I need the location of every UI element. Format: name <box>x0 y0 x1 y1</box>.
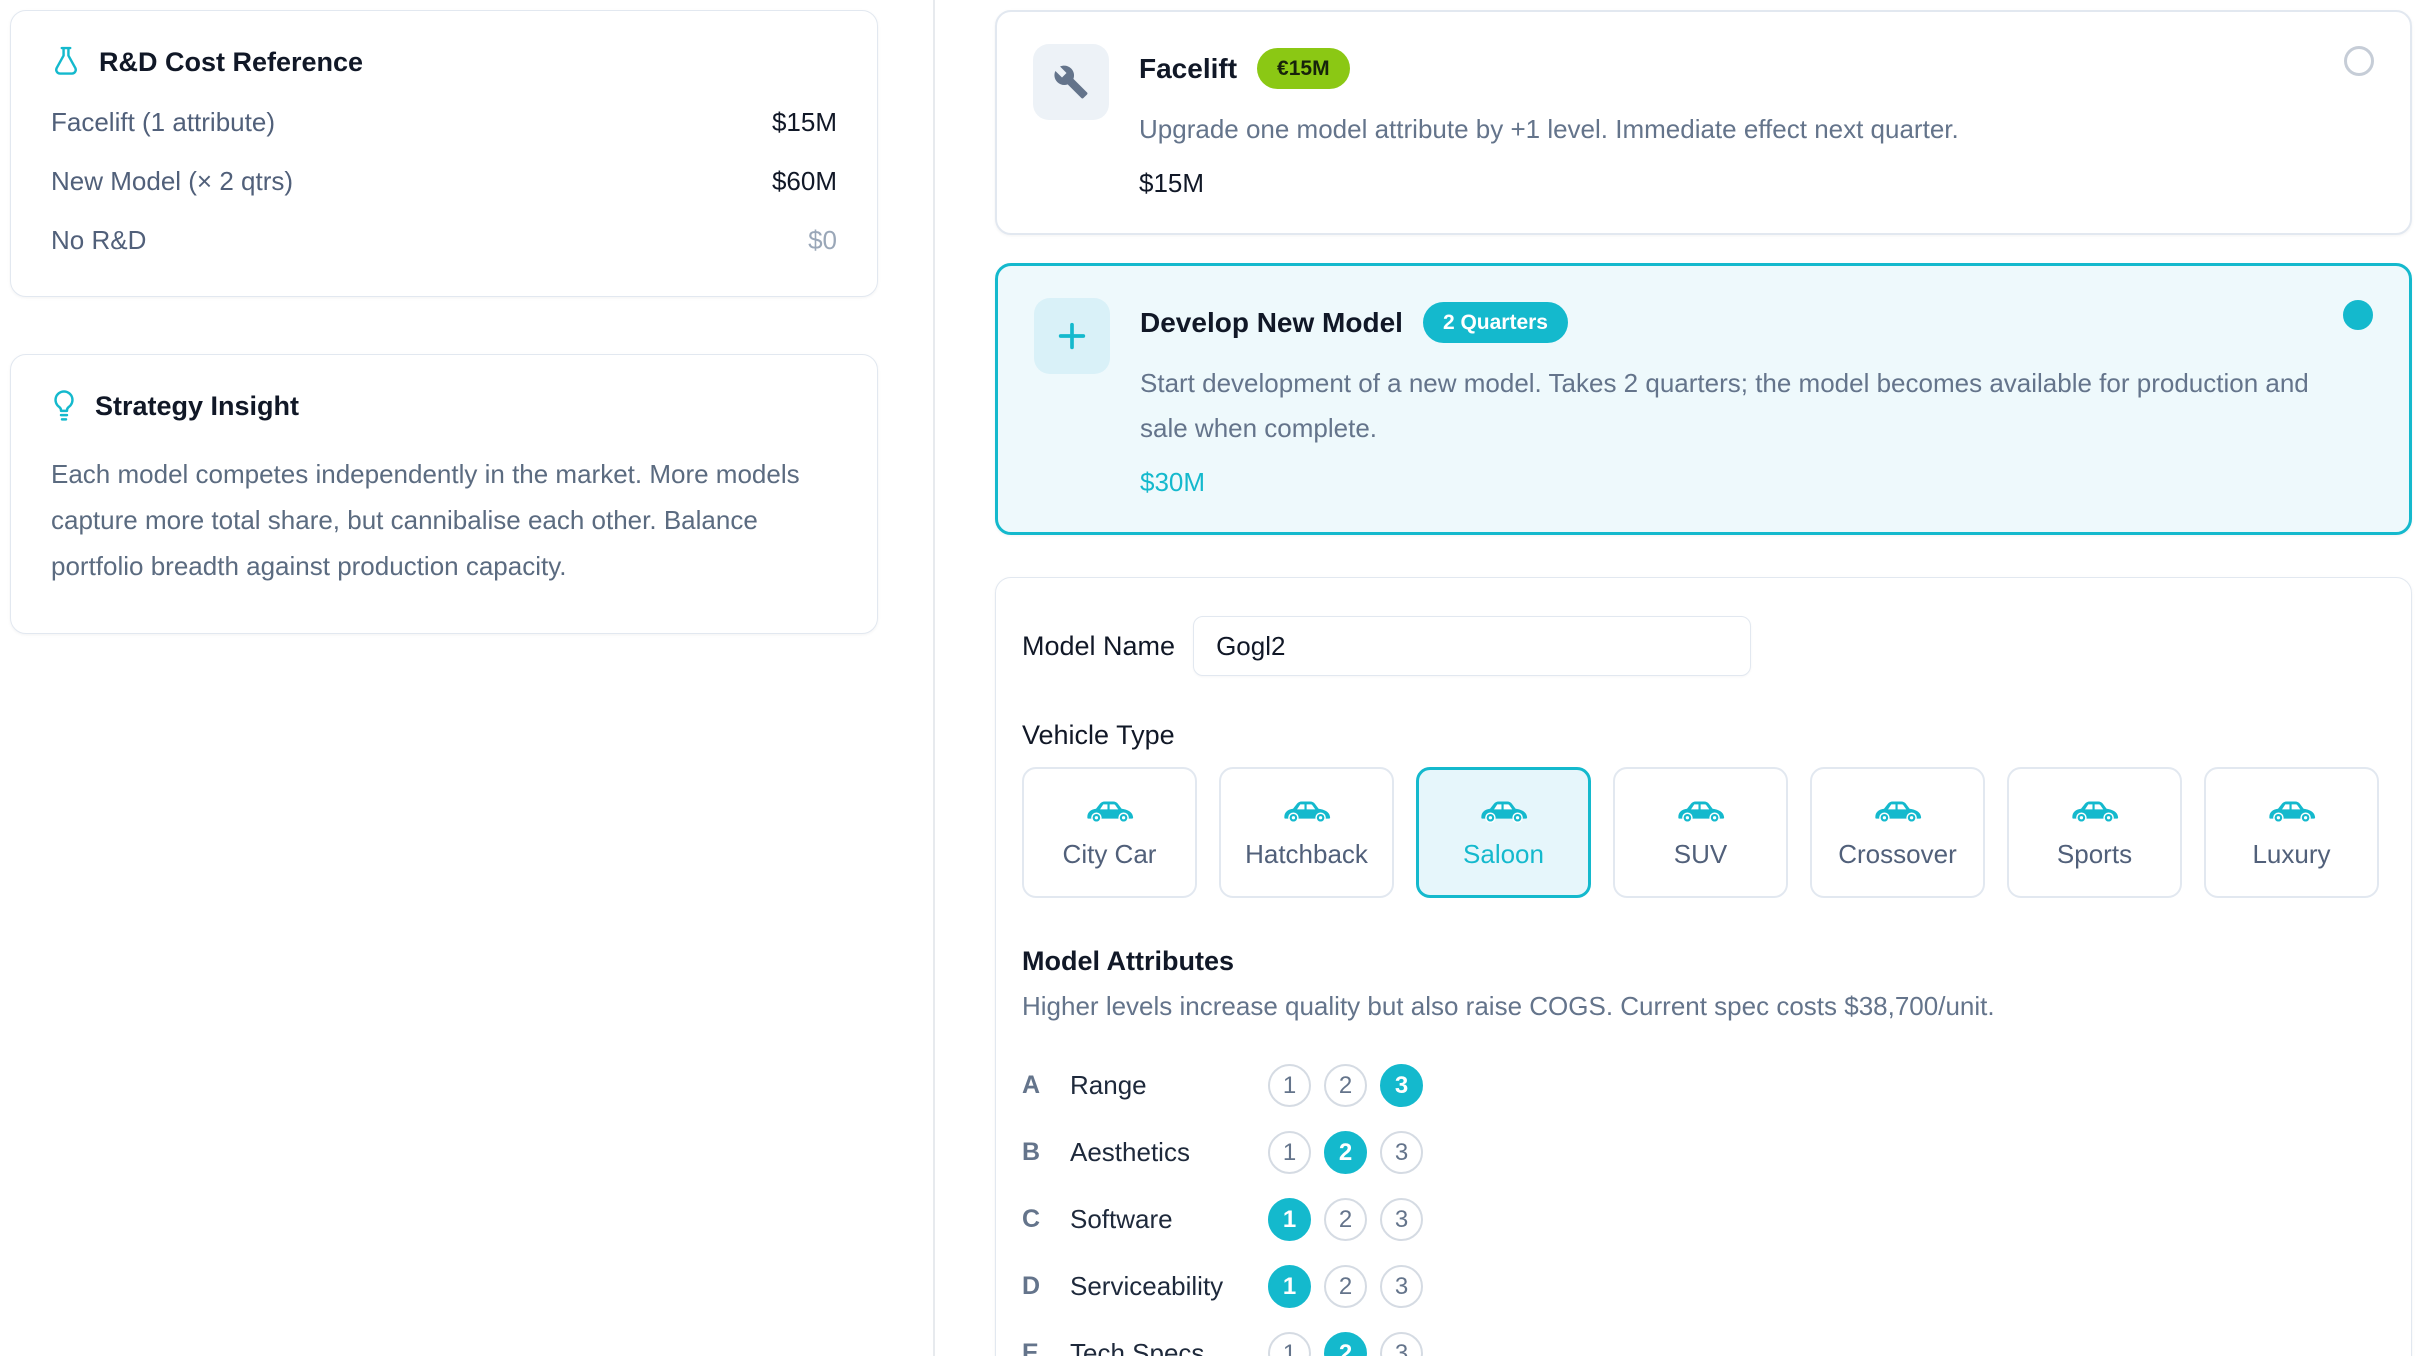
new-model-form-card: Model Name Vehicle Type City Car Hatchba… <box>995 577 2412 1356</box>
cost-row-value: $60M <box>771 166 837 196</box>
vehicle-type-label-text: Saloon <box>1463 838 1544 869</box>
attribute-label: Serviceability <box>1070 1271 1224 1302</box>
car-icon <box>1278 796 1336 825</box>
level-2-button[interactable]: 2 <box>1324 1332 1367 1356</box>
lightbulb-icon <box>54 390 74 421</box>
level-1-button[interactable]: 1 <box>1268 1131 1311 1175</box>
car-icon <box>1869 796 1927 825</box>
level-3-button[interactable]: 3 <box>1380 1131 1423 1175</box>
attribute-key: E <box>1022 1339 1039 1356</box>
insight-card-title: Strategy Insight <box>95 390 300 421</box>
attribute-row-tech-specs: E Tech Specs 1 2 3 <box>1022 1320 2385 1356</box>
option-card-develop-new-model[interactable]: Develop New Model 2 Quarters Start devel… <box>995 263 2412 536</box>
plus-icon <box>1034 298 1110 375</box>
option-cost: $15M <box>1139 168 1205 199</box>
wrench-icon <box>1033 44 1109 120</box>
vehicle-type-sports[interactable]: Sports <box>2007 767 2182 899</box>
level-2-button[interactable]: 2 <box>1324 1198 1367 1242</box>
level-3-button[interactable]: 3 <box>1380 1064 1423 1108</box>
vehicle-type-label-text: City Car <box>1062 838 1157 869</box>
attribute-rows: A Range 1 2 3 B Aesthetics 1 2 3 <box>1022 1052 2385 1356</box>
vehicle-type-crossover[interactable]: Crossover <box>1810 767 1985 899</box>
left-sidebar: R&D Cost Reference Facelift (1 attribute… <box>0 0 935 1356</box>
attribute-label: Aesthetics <box>1070 1137 1190 1168</box>
strategy-insight-card: Strategy Insight Each model competes ind… <box>10 354 878 634</box>
vehicle-type-label-text: SUV <box>1673 838 1728 869</box>
vehicle-type-label-text: Crossover <box>1838 838 1957 869</box>
attribute-row-range: A Range 1 2 3 <box>1022 1052 2385 1119</box>
attribute-key: D <box>1022 1272 1041 1301</box>
attribute-row-aesthetics: B Aesthetics 1 2 3 <box>1022 1119 2385 1186</box>
cost-row-facelift: Facelift (1 attribute) $15M <box>51 107 837 138</box>
attribute-label: Tech Specs <box>1070 1338 1205 1356</box>
cost-row-new-model: New Model (× 2 qtrs) $60M <box>51 166 837 197</box>
cost-row-value: $15M <box>771 107 837 137</box>
model-name-label: Model Name <box>1022 630 1176 661</box>
vehicle-type-city-car[interactable]: City Car <box>1022 767 1197 899</box>
vehicle-type-luxury[interactable]: Luxury <box>2204 767 2379 899</box>
rd-options-panel: Facelift €15M Upgrade one model attribut… <box>935 0 2424 1356</box>
cost-row-label: New Model (× 2 qtrs) <box>51 166 294 196</box>
level-1-button[interactable]: 1 <box>1268 1198 1311 1242</box>
cost-row-no-rd: No R&D $0 <box>51 225 837 256</box>
level-1-button[interactable]: 1 <box>1268 1064 1311 1108</box>
level-2-button[interactable]: 2 <box>1324 1131 1367 1175</box>
car-icon <box>2066 796 2124 825</box>
model-attributes-note: Higher levels increase quality but also … <box>1022 991 1995 1022</box>
rd-cost-reference-card: R&D Cost Reference Facelift (1 attribute… <box>10 10 878 297</box>
option-cost-badge: €15M <box>1257 48 1350 90</box>
option-title: Facelift <box>1139 52 1238 84</box>
level-3-button[interactable]: 3 <box>1380 1198 1423 1242</box>
level-2-button[interactable]: 2 <box>1324 1265 1367 1309</box>
option-description: Start development of a new model. Takes … <box>1140 368 2309 444</box>
vehicle-type-label-text: Sports <box>2056 838 2133 869</box>
attribute-label: Software <box>1070 1204 1173 1235</box>
option-duration-badge: 2 Quarters <box>1422 302 1568 344</box>
level-1-button[interactable]: 1 <box>1268 1332 1311 1356</box>
vehicle-type-label-text: Luxury <box>2252 838 2331 869</box>
cost-row-value: $0 <box>808 225 837 255</box>
option-cost: $30M <box>1140 467 1206 498</box>
insight-body-text: Each model competes independently in the… <box>51 459 800 581</box>
option-title: Develop New Model <box>1140 306 1403 338</box>
option-radio[interactable] <box>2343 300 2373 331</box>
vehicle-type-label: Vehicle Type <box>1022 720 1175 751</box>
car-icon <box>1672 796 1730 825</box>
vehicle-type-saloon[interactable]: Saloon <box>1416 767 1591 899</box>
attribute-key: B <box>1022 1138 1041 1167</box>
vehicle-type-label-text: Hatchback <box>1245 838 1368 869</box>
car-icon <box>1475 796 1533 825</box>
attribute-key: A <box>1022 1071 1041 1100</box>
attribute-label: Range <box>1070 1070 1147 1101</box>
attribute-key: C <box>1022 1205 1041 1234</box>
level-3-button[interactable]: 3 <box>1380 1265 1423 1309</box>
attribute-row-software: C Software 1 2 3 <box>1022 1186 2385 1253</box>
vehicle-type-hatchback[interactable]: Hatchback <box>1219 767 1394 899</box>
flask-icon <box>55 46 77 75</box>
attribute-row-serviceability: D Serviceability 1 2 3 <box>1022 1253 2385 1320</box>
car-icon <box>2263 796 2321 825</box>
vehicle-type-suv[interactable]: SUV <box>1613 767 1788 899</box>
cost-card-title: R&D Cost Reference <box>99 46 364 77</box>
cost-row-label: No R&D <box>51 225 147 255</box>
cost-row-label: Facelift (1 attribute) <box>51 107 275 137</box>
car-icon <box>1081 796 1139 825</box>
level-3-button[interactable]: 3 <box>1380 1332 1423 1356</box>
level-2-button[interactable]: 2 <box>1324 1064 1367 1108</box>
model-attributes-title: Model Attributes <box>1022 946 1234 977</box>
option-card-facelift[interactable]: Facelift €15M Upgrade one model attribut… <box>995 10 2412 236</box>
vehicle-type-selector: City Car Hatchback Saloon SUV Crossover <box>1022 767 2385 899</box>
option-radio[interactable] <box>2344 46 2374 76</box>
option-description: Upgrade one model attribute by +1 level.… <box>1139 114 1959 145</box>
level-1-button[interactable]: 1 <box>1268 1265 1311 1309</box>
model-name-input[interactable] <box>1193 616 1752 677</box>
